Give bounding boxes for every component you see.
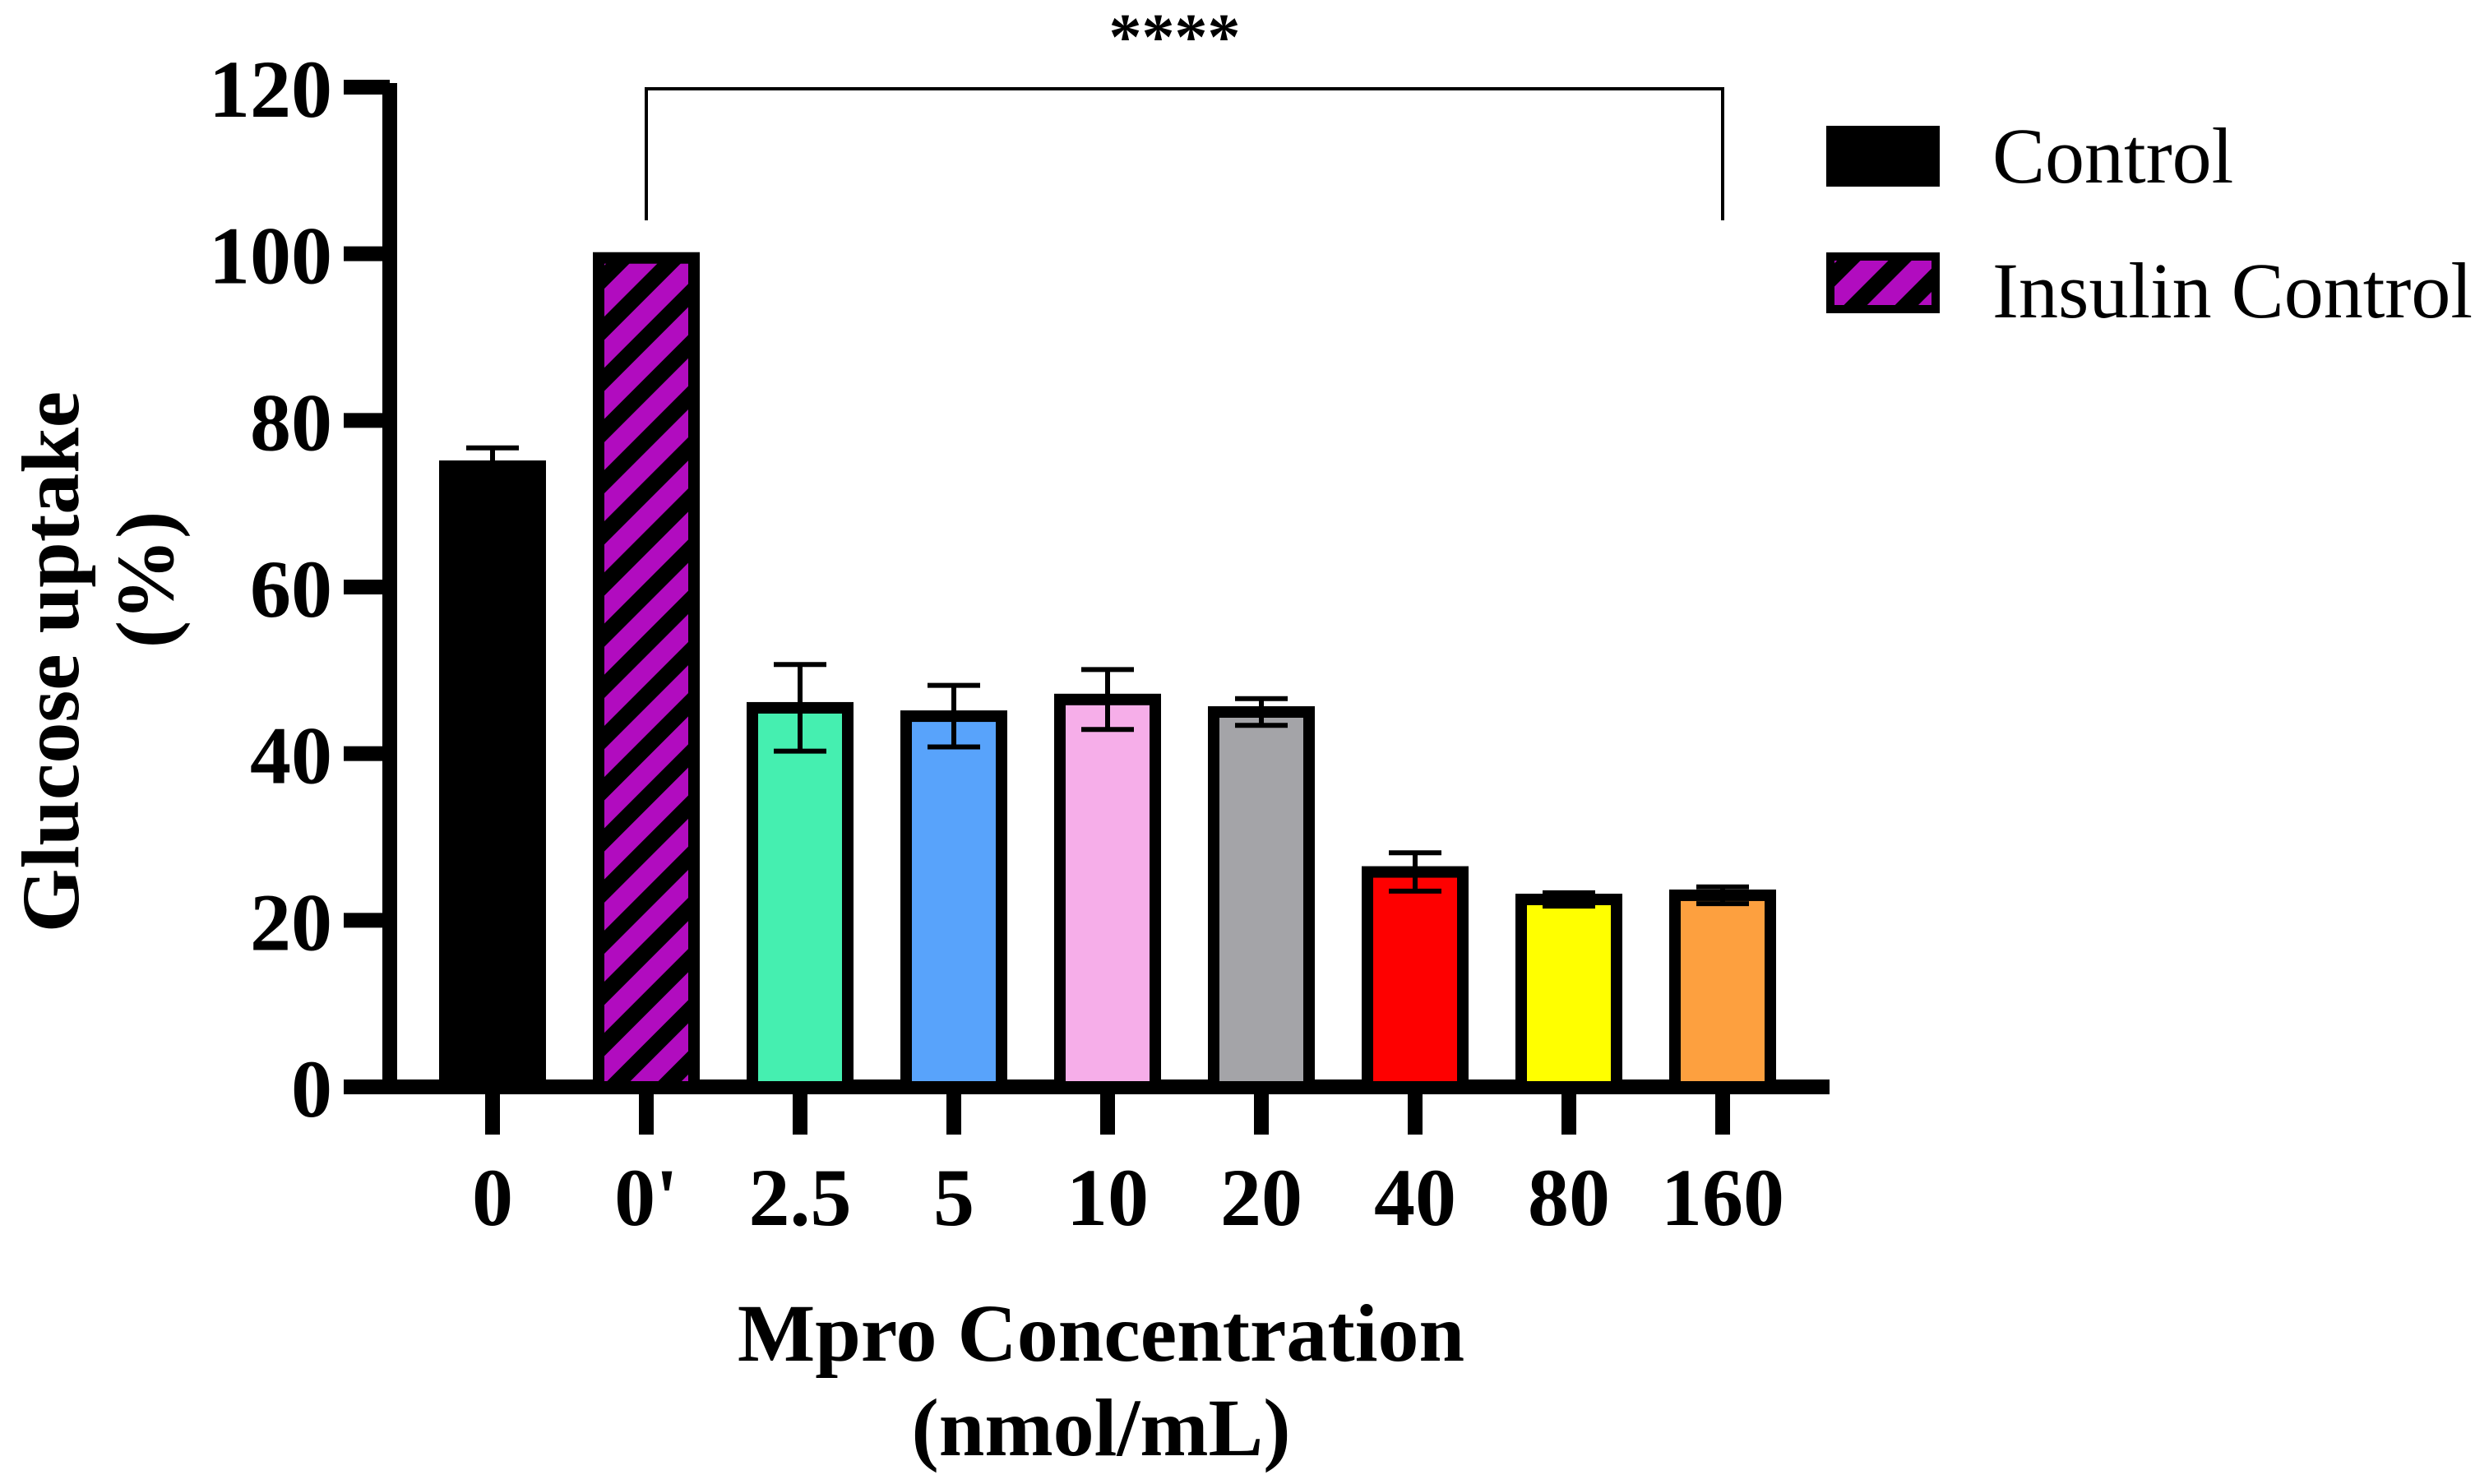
y-tick-label-20: 20	[250, 876, 332, 968]
x-tick-label-4: 5	[933, 1152, 974, 1243]
legend: Control Insulin Control	[1826, 112, 2473, 335]
bar-4	[900, 710, 1007, 1093]
significance-label: ****	[1109, 2, 1241, 74]
legend-swatch-insulin-control	[1826, 252, 1940, 313]
y-ticks: 0 20 40 60 80 100 120	[209, 44, 390, 1135]
y-tick-label-80: 80	[250, 377, 332, 468]
error-bars	[466, 445, 1749, 909]
bar-2	[593, 252, 700, 1093]
x-axis-title-line2: (nmol/mL)	[911, 1382, 1290, 1473]
bar-6	[1208, 706, 1315, 1093]
bar-3	[747, 701, 854, 1093]
bar-1	[439, 460, 546, 1093]
x-tick-label-1: 0	[472, 1152, 513, 1243]
y-tick-label-0: 0	[291, 1043, 332, 1135]
bar-9	[1669, 889, 1776, 1093]
x-tick-label-5: 10	[1066, 1152, 1149, 1243]
x-tick-label-9: 160	[1661, 1152, 1784, 1243]
legend-label-control: Control	[1992, 112, 2233, 200]
legend-swatch-control	[1826, 126, 1940, 187]
y-tick-label-60: 60	[250, 543, 332, 635]
y-tick-label-100: 100	[209, 210, 332, 302]
x-tick-label-6: 20	[1220, 1152, 1302, 1243]
y-tick-label-40: 40	[250, 710, 332, 802]
x-tick-label-3: 2.5	[749, 1152, 852, 1243]
bar-8	[1515, 894, 1622, 1093]
legend-label-insulin-control: Insulin Control	[1992, 247, 2473, 335]
significance-bracket: ****	[645, 2, 1724, 220]
significance-line	[645, 87, 1724, 220]
y-tick-label-120: 120	[209, 44, 332, 135]
x-tick-label-7: 40	[1374, 1152, 1456, 1243]
x-tick-label-8: 80	[1528, 1152, 1610, 1243]
y-axis-title-line1: Glucose uptake	[5, 391, 96, 932]
bars	[439, 252, 1776, 1093]
bar-5	[1054, 693, 1161, 1093]
bar-7	[1362, 866, 1469, 1093]
x-axis-title-line1: Mpro Concentration	[738, 1288, 1464, 1379]
x-tick-label-2: 0'	[614, 1152, 678, 1243]
y-axis-title-line2: (%)	[99, 511, 191, 649]
x-ticks: 0 0' 2.5 5 10 20 40 80 160	[472, 1087, 1784, 1243]
